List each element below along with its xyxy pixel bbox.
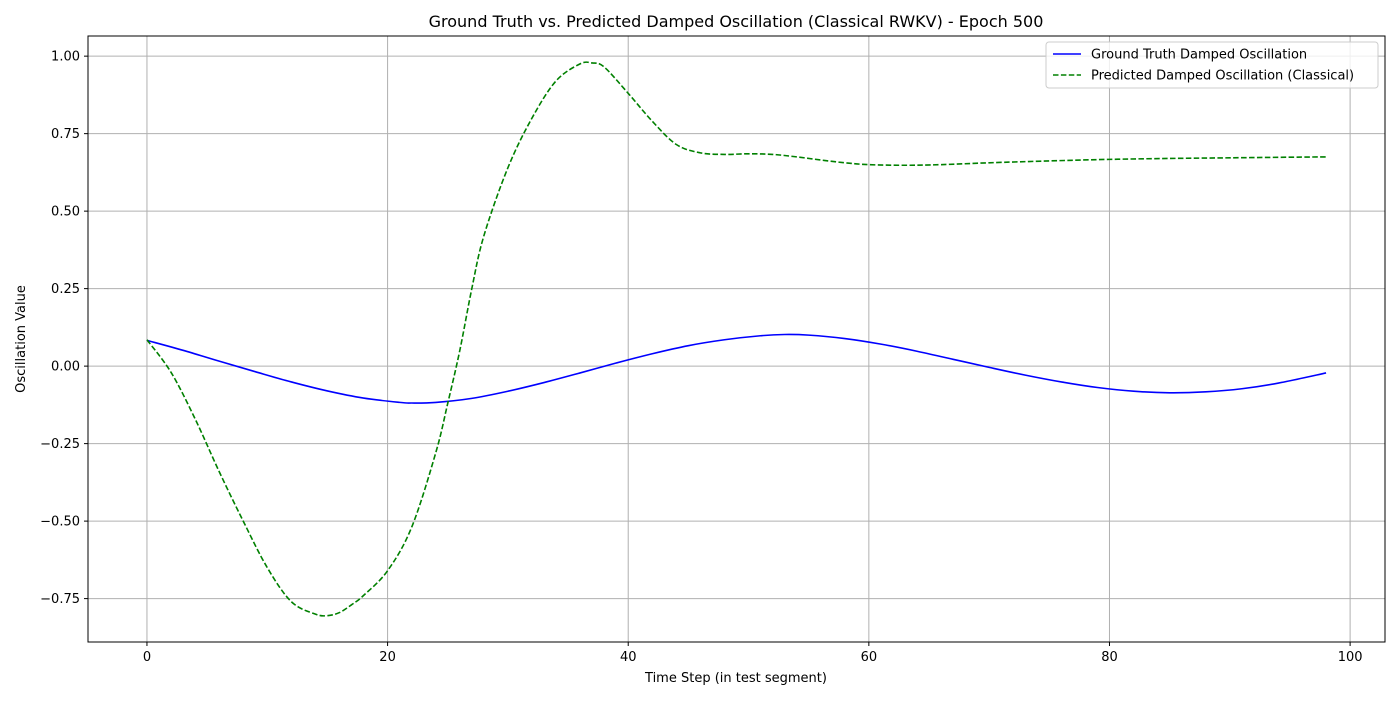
x-axis-ticks: 0 20 40 60 80 100 [143,642,1363,665]
x-tick-label: 0 [143,650,151,665]
legend-label-2: Predicted Damped Oscillation (Classical) [1091,69,1354,84]
legend-label-1: Ground Truth Damped Oscillation [1091,48,1307,63]
y-tick-label: −0.50 [40,515,80,530]
y-tick-label: 0.00 [51,360,80,375]
series-line-1 [146,333,1327,404]
series-line-2 [146,61,1327,617]
y-axis-label: Oscillation Value [14,285,29,393]
x-axis-label: Time Step (in test segment) [644,671,827,686]
y-tick-label: 0.75 [51,127,80,142]
x-tick-label: 20 [379,650,396,665]
x-tick-label: 40 [620,650,637,665]
y-axis-ticks: −0.75 −0.50 −0.25 0.00 0.25 0.50 0.75 1.00 [40,50,88,607]
y-tick-label: −0.75 [40,592,80,607]
plot-area-frame [87,35,1386,643]
series-lines [146,61,1327,617]
x-tick-label: 100 [1338,650,1363,665]
y-tick-label: 0.25 [51,282,80,297]
y-tick-label: 0.50 [51,205,80,220]
x-tick-label: 60 [861,650,878,665]
x-tick-label: 80 [1101,650,1118,665]
y-tick-label: −0.25 [40,437,80,452]
legend: Ground Truth Damped Oscillation Predicted… [1045,41,1379,89]
y-tick-label: 1.00 [51,50,80,65]
legend-box [1045,41,1379,89]
chart-title: Ground Truth vs. Predicted Damped Oscill… [429,12,1044,31]
